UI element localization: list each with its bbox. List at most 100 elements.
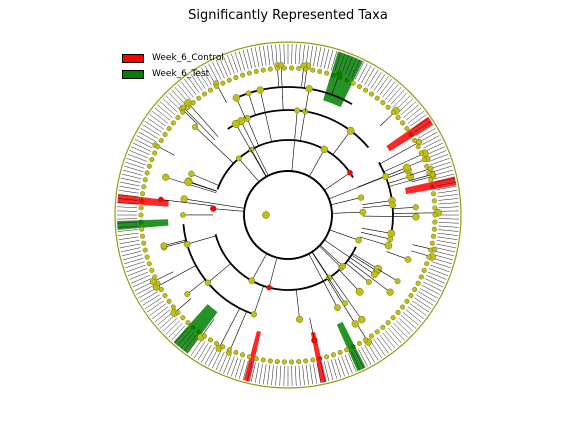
branch <box>409 168 431 176</box>
leaf-tick <box>122 169 143 176</box>
leaf-tick <box>357 63 368 82</box>
tree-node <box>180 195 188 203</box>
clade-arc-0 <box>243 170 333 216</box>
leaf-tick <box>414 121 432 133</box>
tree-node <box>347 169 353 176</box>
branch <box>268 257 278 288</box>
leaf-tick <box>246 361 253 382</box>
leaf-node <box>180 315 186 321</box>
branch <box>248 93 256 116</box>
leaf-tick <box>234 52 242 72</box>
leaf-node <box>138 205 144 211</box>
leaf-tick <box>132 278 152 288</box>
leaf-node <box>175 115 181 121</box>
leaf-tick <box>438 222 459 224</box>
leaf-node <box>274 359 280 365</box>
leaf-tick <box>117 206 138 208</box>
leaf-tick <box>400 314 417 329</box>
branch <box>319 244 344 267</box>
leaf-tick <box>174 86 189 103</box>
tree-node <box>384 241 393 250</box>
branch <box>187 235 217 245</box>
tree-node <box>248 277 256 284</box>
leaf-node <box>144 254 150 260</box>
leaf-tick <box>426 275 445 284</box>
leaf-tick <box>231 357 239 377</box>
branch <box>311 251 346 304</box>
leaf-node <box>141 240 147 246</box>
leaf-tick <box>410 303 427 316</box>
leaf-tick <box>351 59 361 79</box>
tree-node <box>160 242 167 249</box>
leaf-tick <box>426 146 445 155</box>
leaf-tick <box>180 81 194 98</box>
leaf-tick <box>128 154 147 162</box>
leaf-tick <box>151 306 169 320</box>
leaf-tick <box>149 303 166 316</box>
leaf-tick <box>412 300 429 313</box>
leaf-tick <box>302 44 305 65</box>
leaf-tick <box>128 268 147 276</box>
branch <box>184 198 245 209</box>
leaf-tick <box>385 84 399 100</box>
leaf-tick <box>208 348 219 367</box>
leaf-node <box>429 184 435 190</box>
leaf-tick <box>373 339 386 356</box>
tree-node <box>382 173 390 180</box>
branch <box>251 149 267 177</box>
leaf-node <box>363 337 369 343</box>
leaf-node <box>324 354 330 360</box>
leaf-tick <box>120 181 140 187</box>
tree-node <box>355 236 362 244</box>
leaf-tick <box>197 69 209 87</box>
leaf-node <box>281 359 287 365</box>
clade-arc-5 <box>378 162 394 234</box>
leaf-tick <box>421 135 440 146</box>
leaf-tick <box>138 288 157 299</box>
tree-node <box>232 94 241 102</box>
leaf-tick <box>242 360 249 381</box>
tree-node <box>256 86 264 94</box>
leaf-tick <box>204 346 215 365</box>
leaf-tick <box>204 65 215 84</box>
leaf-tick <box>376 337 389 354</box>
leaf-tick <box>410 114 427 127</box>
leaf-tick <box>132 142 152 152</box>
branch <box>362 204 393 209</box>
leaf-tick <box>231 53 239 73</box>
leaf-node <box>233 349 239 355</box>
branch <box>207 263 231 284</box>
branch <box>330 276 362 320</box>
leaf-node <box>385 320 391 326</box>
tree-node <box>180 212 186 218</box>
leaf-tick <box>134 138 153 149</box>
clade-arc-2 <box>216 139 354 190</box>
leaf-tick <box>405 107 422 121</box>
leaf-tick <box>398 317 414 332</box>
leaf-tick <box>275 365 278 386</box>
leaf-tick <box>373 74 386 91</box>
leaf-node <box>166 126 172 132</box>
leaf-tick <box>403 312 419 326</box>
leaf-tick <box>316 363 322 383</box>
root-node <box>262 211 270 219</box>
tree-node <box>296 315 304 323</box>
branch <box>327 278 356 325</box>
tree-node <box>235 155 242 162</box>
leaf-tick <box>351 351 361 371</box>
leaf-tick <box>438 229 459 232</box>
branch <box>183 107 216 140</box>
leaf-tick <box>267 45 271 66</box>
branch <box>280 65 284 111</box>
tree-node <box>266 284 272 291</box>
leaf-tick <box>131 146 150 155</box>
leaf-tick <box>313 363 318 384</box>
branch <box>392 212 438 214</box>
leaf-tick <box>416 124 434 136</box>
leaf-node <box>289 359 295 365</box>
leaf-tick <box>330 51 338 71</box>
leaf-tick <box>154 107 171 121</box>
leaf-tick <box>171 325 186 341</box>
leaf-node <box>142 247 148 253</box>
